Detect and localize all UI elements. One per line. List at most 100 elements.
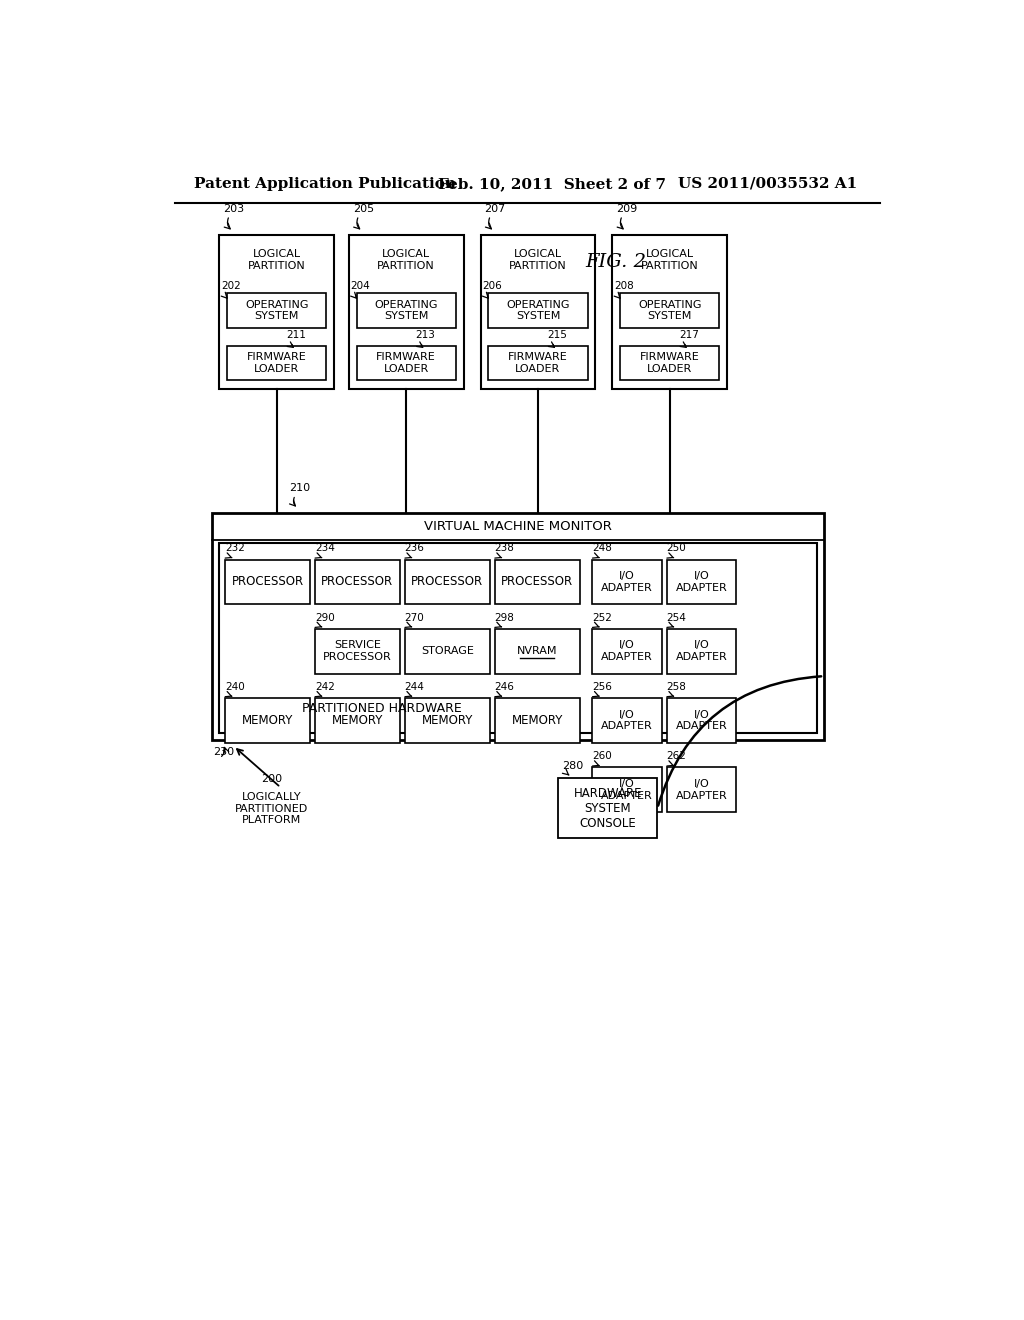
Text: 234: 234 — [314, 544, 335, 553]
Bar — [356, 346, 456, 380]
Bar — [621, 346, 719, 380]
Bar — [219, 235, 334, 389]
Bar — [488, 346, 588, 380]
Bar — [404, 628, 489, 673]
Text: US 2011/0035532 A1: US 2011/0035532 A1 — [678, 177, 857, 191]
Bar — [212, 512, 824, 739]
Text: 242: 242 — [314, 682, 335, 692]
Text: 206: 206 — [482, 281, 502, 290]
Text: OPERATING
SYSTEM: OPERATING SYSTEM — [375, 300, 438, 321]
Text: MEMORY: MEMORY — [422, 714, 473, 727]
Text: 262: 262 — [667, 751, 686, 762]
Text: 217: 217 — [679, 330, 699, 341]
Text: 202: 202 — [221, 281, 241, 290]
Bar — [621, 293, 719, 327]
Text: FIG. 2: FIG. 2 — [586, 253, 646, 272]
Text: 244: 244 — [404, 682, 425, 692]
Bar — [667, 560, 736, 605]
Text: 290: 290 — [314, 612, 335, 623]
Text: 210: 210 — [289, 483, 310, 494]
Bar — [592, 698, 662, 743]
Text: VIRTUAL MACHINE MONITOR: VIRTUAL MACHINE MONITOR — [424, 520, 611, 533]
Bar — [592, 767, 662, 812]
Bar — [480, 235, 595, 389]
Text: I/O
ADAPTER: I/O ADAPTER — [676, 710, 727, 731]
Text: PARTITIONED HARDWARE: PARTITIONED HARDWARE — [301, 702, 461, 714]
Text: LOGICALLY
PARTITIONED
PLATFORM: LOGICALLY PARTITIONED PLATFORM — [234, 792, 308, 825]
Text: LOGICAL
PARTITION: LOGICAL PARTITION — [509, 249, 567, 271]
Text: MEMORY: MEMORY — [332, 714, 383, 727]
Text: 270: 270 — [404, 612, 424, 623]
Bar — [667, 698, 736, 743]
Bar — [356, 293, 456, 327]
Text: 248: 248 — [592, 544, 612, 553]
Text: MEMORY: MEMORY — [512, 714, 563, 727]
Text: NVRAM: NVRAM — [517, 647, 557, 656]
Text: I/O
ADAPTER: I/O ADAPTER — [601, 572, 653, 593]
Text: I/O
ADAPTER: I/O ADAPTER — [601, 710, 653, 731]
Text: Patent Application Publication: Patent Application Publication — [194, 177, 456, 191]
Text: PROCESSOR: PROCESSOR — [412, 576, 483, 589]
Text: 208: 208 — [614, 281, 634, 290]
Text: I/O
ADAPTER: I/O ADAPTER — [601, 640, 653, 663]
Bar — [495, 628, 580, 673]
Bar — [592, 628, 662, 673]
Text: PROCESSOR: PROCESSOR — [501, 576, 573, 589]
Text: 246: 246 — [495, 682, 514, 692]
Text: STORAGE: STORAGE — [421, 647, 474, 656]
Text: PROCESSOR: PROCESSOR — [231, 576, 303, 589]
Bar — [667, 767, 736, 812]
Text: HARDWARE
SYSTEM
CONSOLE: HARDWARE SYSTEM CONSOLE — [573, 787, 642, 830]
Text: LOGICAL
PARTITION: LOGICAL PARTITION — [248, 249, 306, 271]
Text: I/O
ADAPTER: I/O ADAPTER — [676, 572, 727, 593]
Text: LOGICAL
PARTITION: LOGICAL PARTITION — [641, 249, 698, 271]
Text: OPERATING
SYSTEM: OPERATING SYSTEM — [245, 300, 308, 321]
Bar — [225, 698, 310, 743]
Text: 204: 204 — [350, 281, 370, 290]
Text: FIRMWARE
LOADER: FIRMWARE LOADER — [508, 352, 568, 374]
Text: 258: 258 — [667, 682, 686, 692]
Text: 298: 298 — [495, 612, 514, 623]
Bar — [558, 779, 657, 838]
Text: FIRMWARE
LOADER: FIRMWARE LOADER — [377, 352, 436, 374]
Text: 254: 254 — [667, 612, 686, 623]
Text: 260: 260 — [592, 751, 612, 762]
Text: FIRMWARE
LOADER: FIRMWARE LOADER — [247, 352, 306, 374]
Text: I/O
ADAPTER: I/O ADAPTER — [601, 779, 653, 801]
Text: 209: 209 — [616, 203, 638, 214]
Text: 250: 250 — [667, 544, 686, 553]
Text: LOGICAL
PARTITION: LOGICAL PARTITION — [378, 249, 435, 271]
Text: 200: 200 — [261, 775, 282, 784]
Text: 236: 236 — [404, 544, 425, 553]
Text: 230: 230 — [213, 747, 234, 756]
Text: SERVICE
PROCESSOR: SERVICE PROCESSOR — [323, 640, 392, 663]
Text: 232: 232 — [225, 544, 245, 553]
Text: FIRMWARE
LOADER: FIRMWARE LOADER — [640, 352, 699, 374]
Text: OPERATING
SYSTEM: OPERATING SYSTEM — [638, 300, 701, 321]
Bar — [495, 560, 580, 605]
Text: MEMORY: MEMORY — [242, 714, 293, 727]
Text: 238: 238 — [495, 544, 514, 553]
Bar — [349, 235, 464, 389]
Text: 211: 211 — [286, 330, 306, 341]
Bar — [404, 560, 489, 605]
Text: 205: 205 — [352, 203, 374, 214]
Text: 252: 252 — [592, 612, 612, 623]
Text: Feb. 10, 2011  Sheet 2 of 7: Feb. 10, 2011 Sheet 2 of 7 — [438, 177, 666, 191]
Text: 256: 256 — [592, 682, 612, 692]
Bar — [225, 560, 310, 605]
Bar — [667, 628, 736, 673]
Text: 213: 213 — [416, 330, 435, 341]
Bar — [227, 346, 327, 380]
Text: I/O
ADAPTER: I/O ADAPTER — [676, 779, 727, 801]
Text: 240: 240 — [225, 682, 245, 692]
Text: I/O
ADAPTER: I/O ADAPTER — [676, 640, 727, 663]
Bar — [592, 560, 662, 605]
Text: 215: 215 — [547, 330, 567, 341]
Bar — [314, 560, 400, 605]
Bar — [495, 698, 580, 743]
Text: 280: 280 — [562, 760, 584, 771]
Bar — [314, 628, 400, 673]
Text: 207: 207 — [484, 203, 506, 214]
Text: OPERATING
SYSTEM: OPERATING SYSTEM — [506, 300, 569, 321]
